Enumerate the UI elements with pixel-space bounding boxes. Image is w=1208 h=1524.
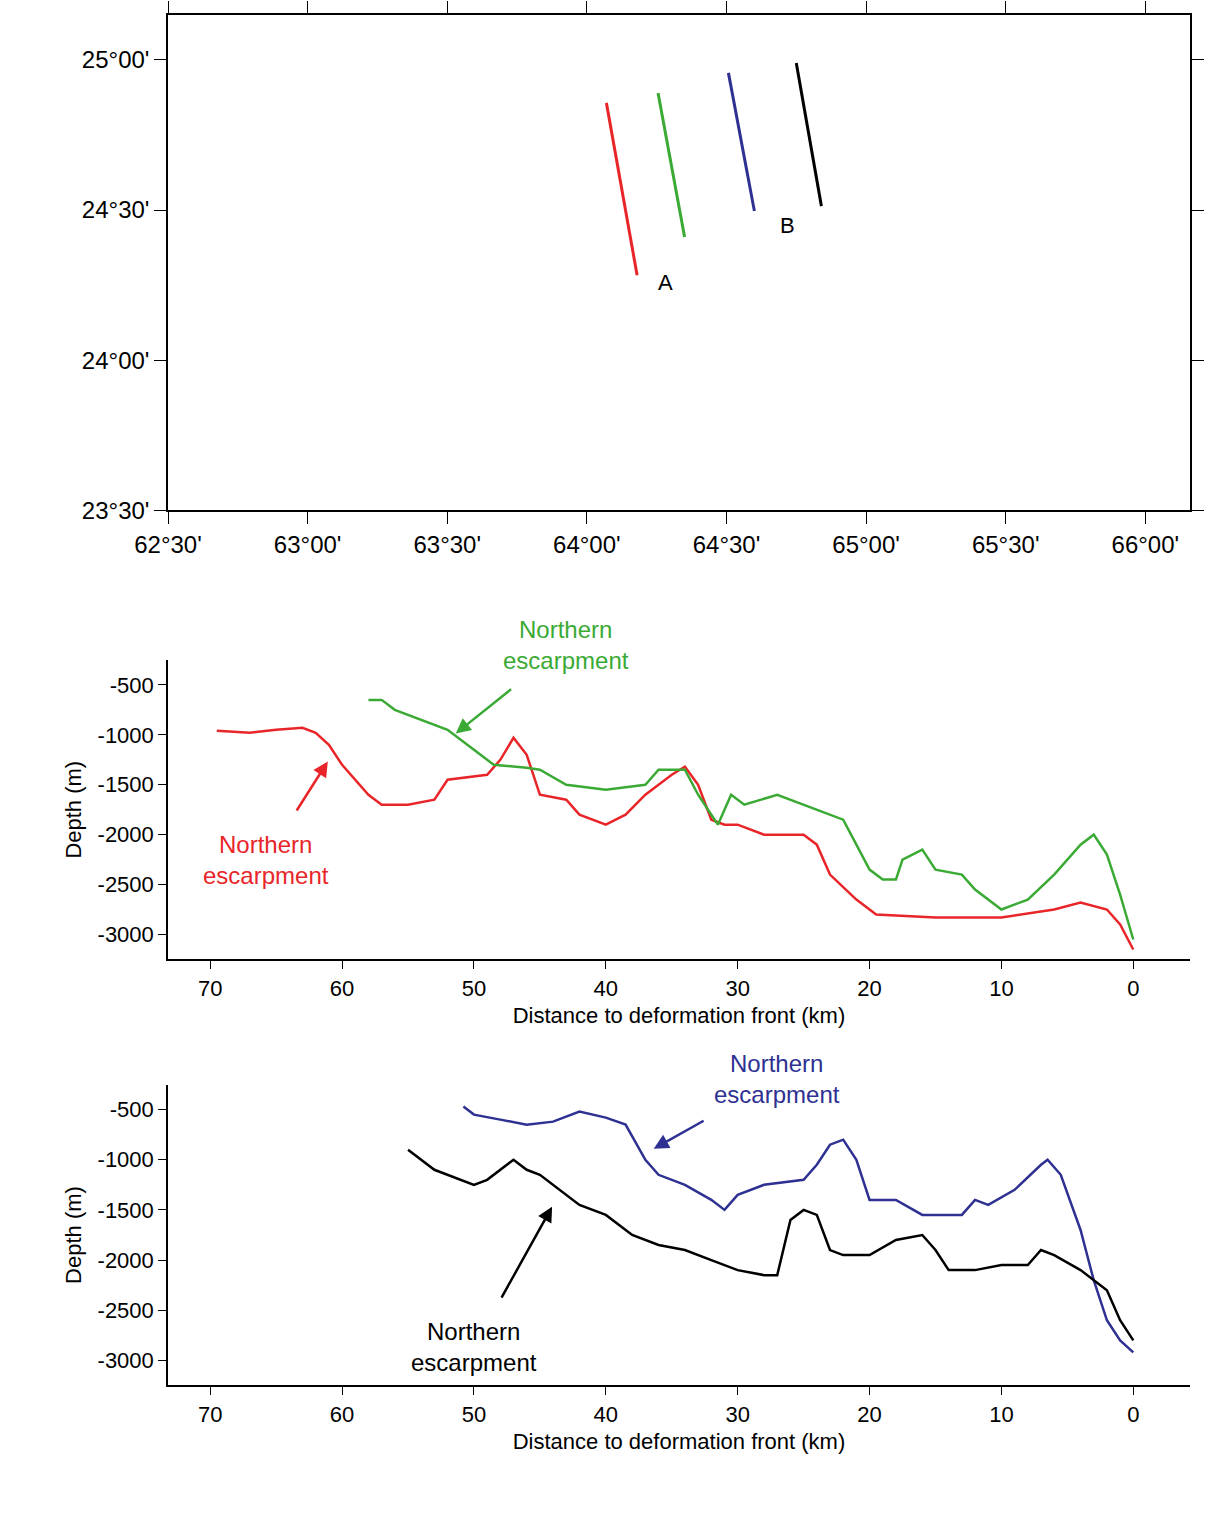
svg-text:B: B <box>780 213 795 238</box>
svg-text:A: A <box>658 270 673 295</box>
svg-text:-2000: -2000 <box>98 1248 154 1273</box>
svg-text:0: 0 <box>1127 976 1139 1001</box>
svg-text:-500: -500 <box>110 673 154 698</box>
svg-text:Depth (m): Depth (m) <box>61 761 86 859</box>
svg-text:65°00': 65°00' <box>832 531 900 558</box>
svg-text:-2500: -2500 <box>98 1298 154 1323</box>
svg-text:Northernescarpment: Northernescarpment <box>503 616 629 674</box>
svg-text:63°00': 63°00' <box>274 531 342 558</box>
svg-text:10: 10 <box>989 976 1013 1001</box>
svg-text:50: 50 <box>462 976 486 1001</box>
svg-text:-1000: -1000 <box>98 723 154 748</box>
svg-text:-2500: -2500 <box>98 872 154 897</box>
svg-text:-500: -500 <box>110 1097 154 1122</box>
svg-text:-3000: -3000 <box>98 1348 154 1373</box>
svg-text:Northernescarpment: Northernescarpment <box>203 831 329 889</box>
svg-text:30: 30 <box>725 976 749 1001</box>
svg-text:10: 10 <box>989 1402 1013 1427</box>
svg-text:-1500: -1500 <box>98 772 154 797</box>
svg-text:65°30': 65°30' <box>972 531 1040 558</box>
svg-text:64°00': 64°00' <box>553 531 621 558</box>
svg-text:64°30': 64°30' <box>693 531 761 558</box>
svg-text:-2000: -2000 <box>98 822 154 847</box>
svg-text:20: 20 <box>857 1402 881 1427</box>
svg-text:50: 50 <box>462 1402 486 1427</box>
svg-text:60: 60 <box>330 976 354 1001</box>
svg-text:30: 30 <box>725 1402 749 1427</box>
svg-text:Northernescarpment: Northernescarpment <box>411 1318 537 1376</box>
svg-text:24°00': 24°00' <box>82 347 150 374</box>
svg-text:66°00': 66°00' <box>1112 531 1180 558</box>
svg-text:23°30': 23°30' <box>82 497 150 524</box>
svg-text:60: 60 <box>330 1402 354 1427</box>
svg-text:-3000: -3000 <box>98 922 154 947</box>
svg-text:Depth (m): Depth (m) <box>61 1186 86 1284</box>
svg-text:25°00': 25°00' <box>82 46 150 73</box>
svg-text:40: 40 <box>594 976 618 1001</box>
svg-text:62°30': 62°30' <box>134 531 202 558</box>
svg-text:0: 0 <box>1127 1402 1139 1427</box>
svg-text:40: 40 <box>594 1402 618 1427</box>
svg-text:63°30': 63°30' <box>413 531 481 558</box>
svg-text:70: 70 <box>198 976 222 1001</box>
svg-text:20: 20 <box>857 976 881 1001</box>
svg-text:-1000: -1000 <box>98 1147 154 1172</box>
svg-text:Northernescarpment: Northernescarpment <box>714 1050 840 1108</box>
svg-text:Distance to deformation front: Distance to deformation front (km) <box>513 1429 846 1454</box>
svg-text:24°30': 24°30' <box>82 196 150 223</box>
svg-text:70: 70 <box>198 1402 222 1427</box>
svg-text:Distance to deformation front: Distance to deformation front (km) <box>513 1003 846 1028</box>
svg-text:-1500: -1500 <box>98 1198 154 1223</box>
